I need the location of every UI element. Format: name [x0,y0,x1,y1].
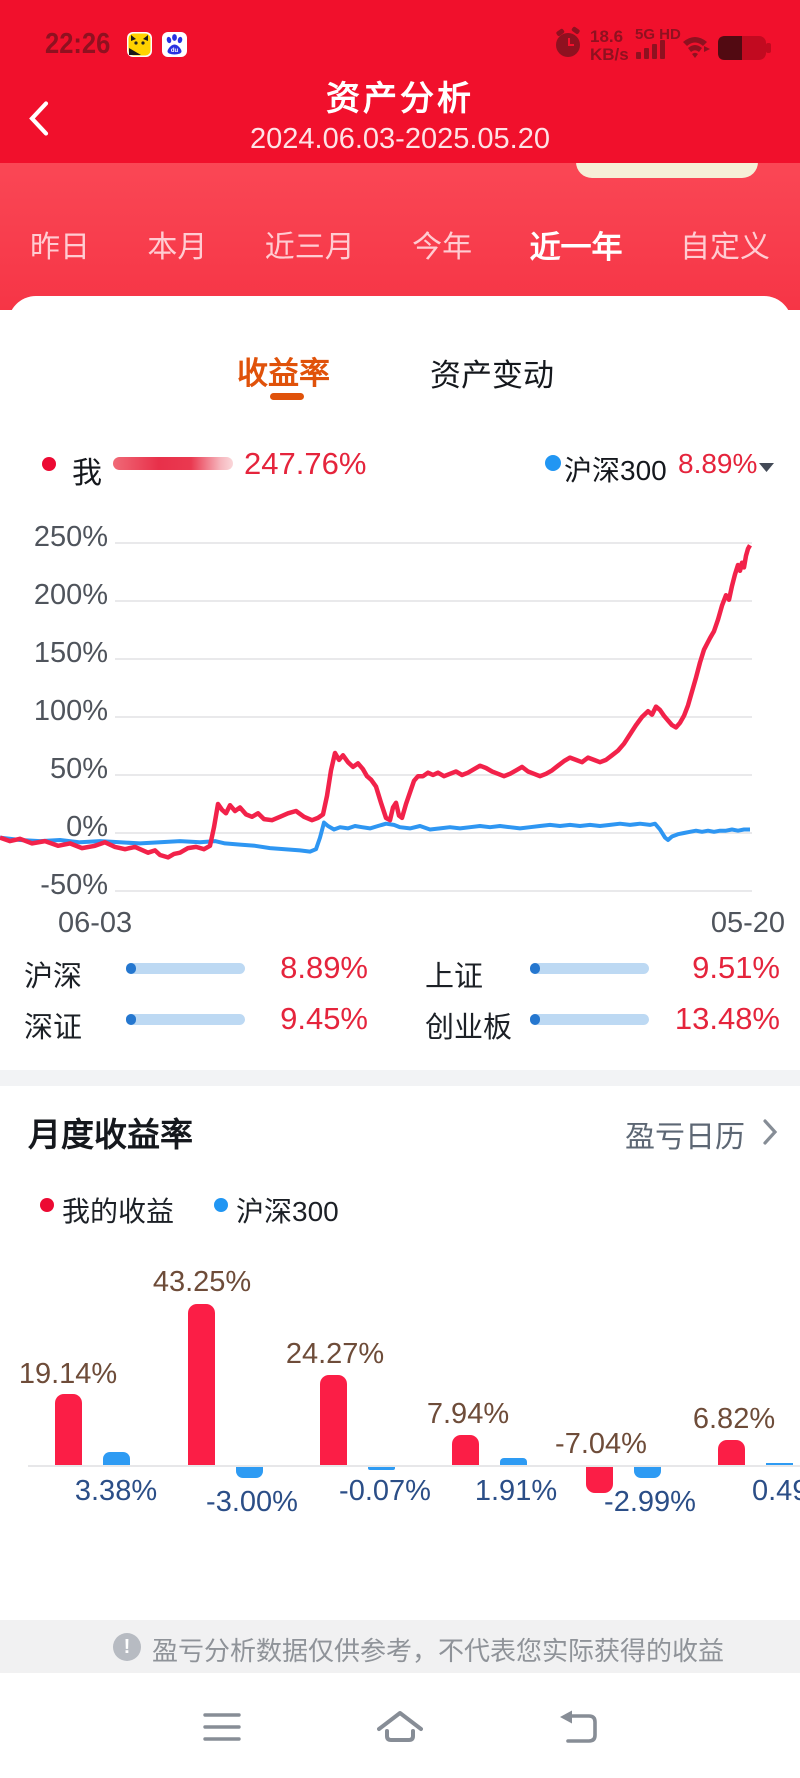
svg-text:0%: 0% [66,811,108,843]
svg-text:5G HD: 5G HD [635,26,681,43]
svg-text:200%: 200% [34,579,108,611]
svg-text:du: du [171,48,179,54]
svg-text:06-03: 06-03 [58,907,132,939]
svg-text:100%: 100% [34,695,108,727]
svg-text:18.6: 18.6 [590,27,623,46]
svg-text:05-20: 05-20 [711,907,785,939]
svg-text:150%: 150% [34,637,108,669]
svg-text:50%: 50% [50,753,108,785]
svg-text:250%: 250% [34,521,108,553]
svg-text:-50%: -50% [40,869,108,901]
svg-text:KB/s: KB/s [590,45,629,64]
